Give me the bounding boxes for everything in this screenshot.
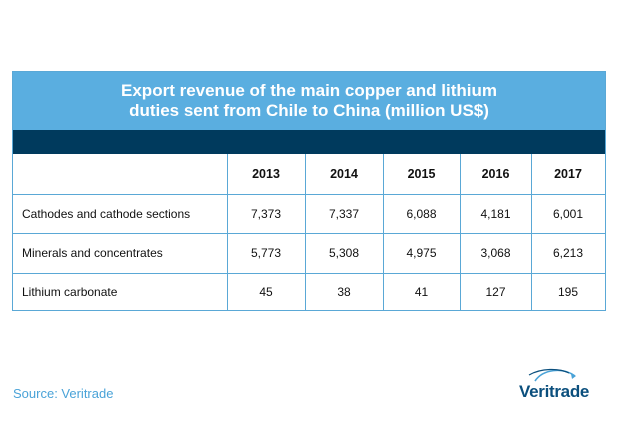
column-divider xyxy=(227,154,228,310)
column-divider xyxy=(531,154,532,310)
column-header-2015: 2015 xyxy=(407,167,436,181)
column-divider xyxy=(383,154,384,310)
veritrade-swoosh-icon xyxy=(528,368,576,382)
title-bar: Export revenue of the main copper and li… xyxy=(13,72,605,130)
table-title-line-1: Export revenue of the main copper and li… xyxy=(121,81,497,100)
table-cell: 45 xyxy=(259,284,273,299)
column-divider xyxy=(305,154,306,310)
column-header-2017: 2017 xyxy=(554,167,582,181)
table-cell: 38 xyxy=(337,284,351,299)
table-cell: 7,373 xyxy=(250,206,282,221)
table-cell: 127 xyxy=(485,284,506,299)
table-cell: 6,001 xyxy=(552,206,584,221)
row-divider xyxy=(13,233,605,234)
column-divider xyxy=(460,154,461,310)
source-note: Source: Veritrade xyxy=(13,386,114,401)
table-cell: 4,975 xyxy=(406,246,437,260)
table-cell: 4,181 xyxy=(480,206,511,221)
row-label: Minerals and concentrates xyxy=(22,246,163,260)
row-divider xyxy=(13,273,605,274)
table-cell: 5,308 xyxy=(328,246,360,260)
table-cell: 7,337 xyxy=(328,206,360,221)
row-label: Lithium carbonate xyxy=(22,284,118,299)
table-cell: 3,068 xyxy=(480,246,511,260)
table-cell: 6,088 xyxy=(406,206,437,221)
header-strip xyxy=(13,130,605,154)
table-panel: Export revenue of the main copper and li… xyxy=(12,71,606,311)
column-header-2016: 2016 xyxy=(481,167,510,181)
logo-wordmark: Veritrade xyxy=(519,382,590,401)
column-header-2013: 2013 xyxy=(252,167,280,181)
table-cell: 6,213 xyxy=(552,246,584,260)
table-cell: 195 xyxy=(557,284,579,299)
table-cell: 5,773 xyxy=(250,246,282,260)
column-header-2014: 2014 xyxy=(330,167,358,181)
veritrade-logo: Veritrade xyxy=(519,367,609,407)
row-divider xyxy=(13,194,605,195)
row-label: Cathodes and cathode sections xyxy=(22,206,191,221)
table-title-line-2: duties sent from Chile to China (million… xyxy=(129,101,489,120)
table-cell: 41 xyxy=(414,284,429,299)
